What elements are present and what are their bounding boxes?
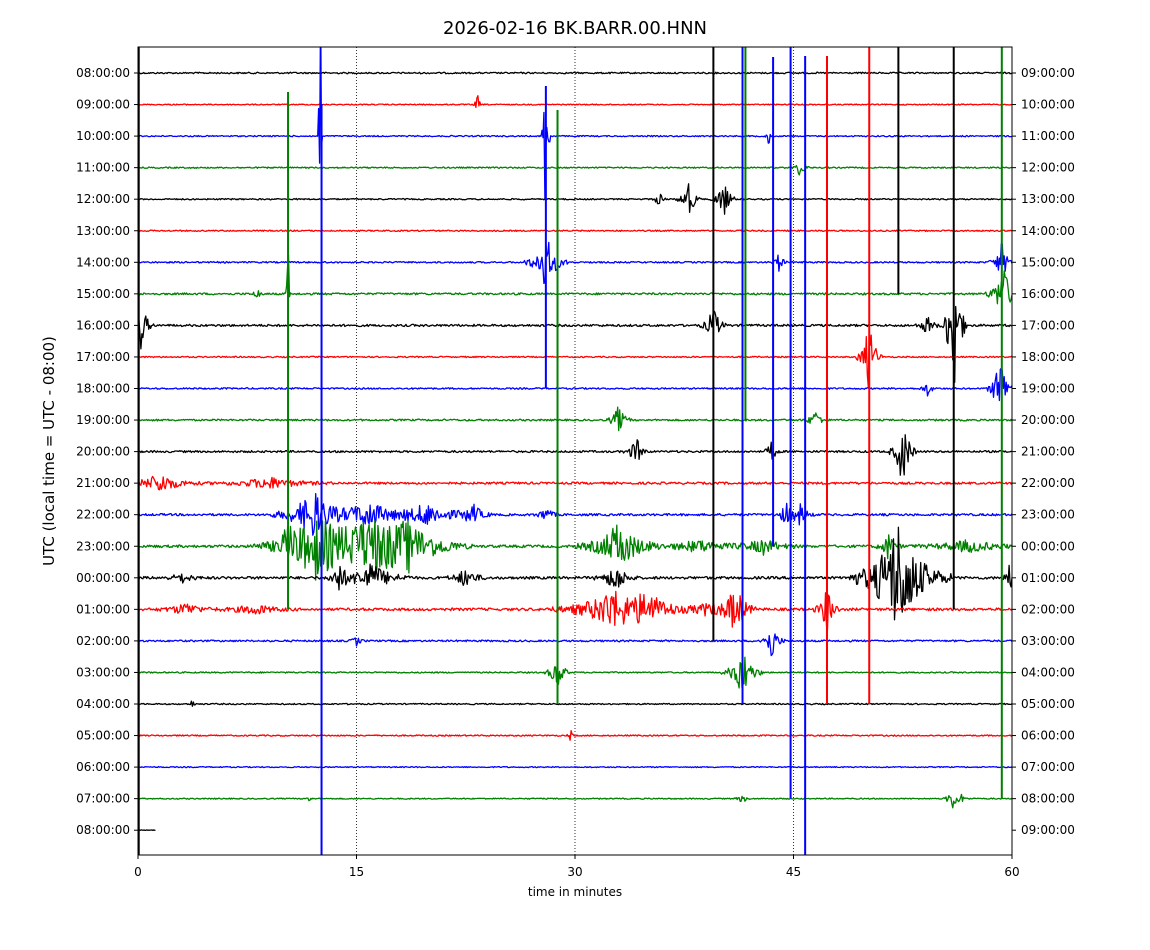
- trace-line: [138, 475, 1012, 491]
- right-tick-label: 21:00:00: [1021, 445, 1075, 459]
- trace-line: [138, 254, 1012, 305]
- trace-line: [138, 47, 1012, 200]
- trace-line: [138, 95, 1012, 109]
- trace-line: [138, 71, 1012, 75]
- left-tick-label: 02:00:00: [76, 634, 130, 648]
- left-tick-label: 06:00:00: [76, 760, 130, 774]
- trace-line: [138, 633, 1012, 657]
- left-tick-label: 10:00:00: [76, 129, 130, 143]
- right-tick-label: 10:00:00: [1021, 98, 1075, 112]
- chart-title: 2026-02-16 BK.BARR.00.HNN: [443, 18, 707, 39]
- right-tick-label: 08:00:00: [1021, 792, 1075, 806]
- left-tick-label: 01:00:00: [76, 602, 130, 616]
- trace-line: [138, 526, 1012, 621]
- right-tick-label: 19:00:00: [1021, 382, 1075, 396]
- left-tick-label: 00:00:00: [76, 571, 130, 585]
- right-tick-label: 02:00:00: [1021, 602, 1075, 616]
- right-tick-label: 09:00:00: [1021, 66, 1075, 80]
- right-tick-label: 15:00:00: [1021, 255, 1075, 269]
- trace-line: [138, 700, 1012, 707]
- left-tick-label: 16:00:00: [76, 318, 130, 332]
- right-tick-label: 06:00:00: [1021, 729, 1075, 743]
- x-tick-label: 0: [134, 865, 142, 879]
- x-tick-label: 45: [786, 865, 801, 879]
- trace-line: [138, 590, 1012, 630]
- left-tick-label: 11:00:00: [76, 161, 130, 175]
- right-tick-label: 14:00:00: [1021, 224, 1075, 238]
- right-tick-label: 16:00:00: [1021, 287, 1075, 301]
- trace-line: [138, 241, 1012, 285]
- left-y-axis-ticks: 08:00:00 09:00:00 10:00:00 11:00:00 12:00:00…: [76, 66, 138, 837]
- left-tick-label: 08:00:00: [76, 66, 130, 80]
- left-tick-label: 08:00:00: [76, 823, 130, 837]
- left-tick-label: 23:00:00: [76, 539, 130, 553]
- trace-line: [138, 793, 1012, 809]
- right-tick-label: 12:00:00: [1021, 161, 1075, 175]
- right-tick-label: 13:00:00: [1021, 192, 1075, 206]
- right-tick-label: 18:00:00: [1021, 350, 1075, 364]
- left-tick-label: 13:00:00: [76, 224, 130, 238]
- left-tick-label: 09:00:00: [76, 98, 130, 112]
- left-tick-label: 22:00:00: [76, 508, 130, 522]
- left-tick-label: 17:00:00: [76, 350, 130, 364]
- left-tick-label: 03:00:00: [76, 665, 130, 679]
- trace-line: [138, 305, 1012, 383]
- right-tick-label: 11:00:00: [1021, 129, 1075, 143]
- right-tick-label: 00:00:00: [1021, 539, 1075, 553]
- trace-line: [138, 730, 1012, 741]
- left-tick-label: 20:00:00: [76, 445, 130, 459]
- x-tick-label: 60: [1004, 865, 1019, 879]
- x-tick-label: 30: [567, 865, 582, 879]
- trace-line: [138, 164, 1012, 176]
- trace-line: [138, 434, 1012, 476]
- trace-line: [138, 329, 1012, 388]
- x-axis-label: time in minutes: [528, 885, 622, 899]
- trace-line: [138, 519, 1012, 581]
- x-axis-ticks: 0 15 30 45 60: [134, 855, 1020, 879]
- left-tick-label: 12:00:00: [76, 192, 130, 206]
- right-tick-label: 01:00:00: [1021, 571, 1075, 585]
- right-tick-label: 05:00:00: [1021, 697, 1075, 711]
- right-tick-label: 20:00:00: [1021, 413, 1075, 427]
- right-tick-label: 07:00:00: [1021, 760, 1075, 774]
- y-axis-label: UTC (local time = UTC - 08:00): [40, 336, 58, 566]
- spike-group: [138, 47, 1003, 855]
- trace-line: [138, 406, 1012, 432]
- left-tick-label: 18:00:00: [76, 382, 130, 396]
- trace-line: [138, 367, 1012, 402]
- left-tick-label: 05:00:00: [76, 729, 130, 743]
- trace-line: [138, 183, 1012, 215]
- right-tick-label: 04:00:00: [1021, 665, 1075, 679]
- right-tick-label: 23:00:00: [1021, 508, 1075, 522]
- left-tick-label: 14:00:00: [76, 255, 130, 269]
- trace-line: [138, 656, 1012, 689]
- trace-group: [138, 47, 1012, 832]
- trace-line: [138, 829, 156, 832]
- trace-line: [138, 765, 1012, 769]
- left-tick-label: 07:00:00: [76, 792, 130, 806]
- trace-line: [138, 229, 1012, 233]
- left-tick-label: 19:00:00: [76, 413, 130, 427]
- right-tick-label: 09:00:00: [1021, 823, 1075, 837]
- x-tick-label: 15: [349, 865, 364, 879]
- trace-line: [138, 493, 1012, 536]
- right-y-axis-ticks: 09:00:00 10:00:00 11:00:00 12:00:00 13:00:00…: [1012, 66, 1075, 837]
- right-tick-label: 03:00:00: [1021, 634, 1075, 648]
- right-tick-label: 22:00:00: [1021, 476, 1075, 490]
- left-tick-label: 04:00:00: [76, 697, 130, 711]
- left-tick-label: 15:00:00: [76, 287, 130, 301]
- right-tick-label: 17:00:00: [1021, 318, 1075, 332]
- left-tick-label: 21:00:00: [76, 476, 130, 490]
